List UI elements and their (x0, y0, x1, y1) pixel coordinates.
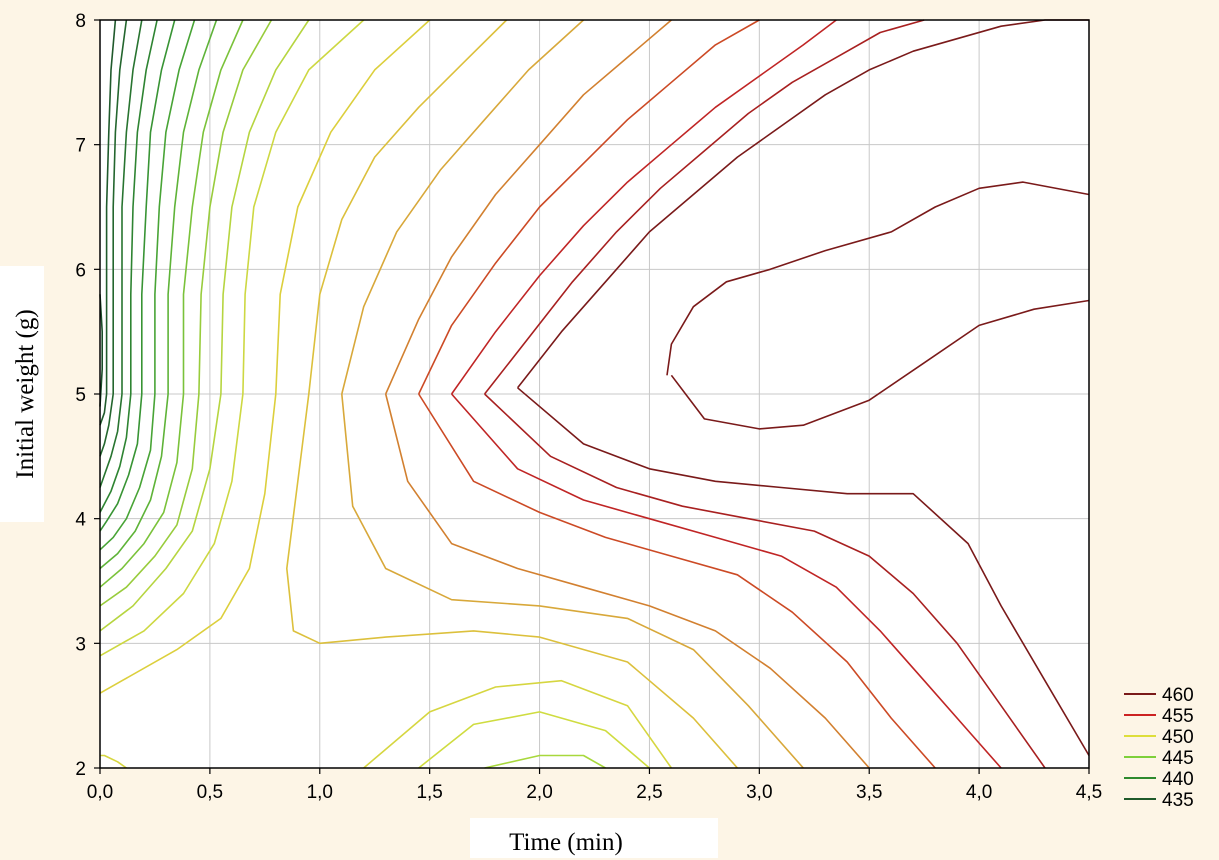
x-axis-label: Time (min) (509, 829, 623, 856)
contour-line (99, 393, 277, 694)
contour-line (99, 393, 200, 607)
x-tick-label: 0,0 (87, 782, 113, 803)
contour-line (483, 19, 925, 395)
legend-label: 445 (1162, 748, 1194, 769)
contour-line (451, 393, 1002, 769)
y-tick-label: 3 (75, 634, 86, 655)
contour-line (167, 19, 218, 394)
x-tick-label: 2,5 (636, 782, 662, 803)
x-tick-label: 4,5 (1076, 782, 1102, 803)
contour-line (417, 19, 760, 395)
contour-line (99, 393, 244, 657)
contour-line (384, 19, 672, 395)
y-tick-label: 8 (75, 11, 86, 32)
contour-line (198, 19, 273, 395)
contour-line (99, 393, 143, 532)
x-tick-label: 3,5 (856, 782, 882, 803)
contour-line (484, 393, 1046, 769)
contour-line (130, 19, 158, 394)
contour-line (285, 393, 739, 769)
x-tick-label: 0,5 (197, 782, 223, 803)
y-axis-label-background (0, 266, 44, 522)
x-tick-label: 2,0 (526, 782, 552, 803)
contour-line (275, 19, 431, 395)
legend-label: 435 (1162, 790, 1194, 811)
contour-line (418, 393, 936, 769)
contour-line (99, 393, 123, 488)
contour-line (182, 19, 244, 394)
y-tick-label: 4 (75, 510, 86, 531)
y-tick-label: 2 (75, 759, 86, 780)
contour-line (100, 754, 127, 769)
y-tick-label: 5 (75, 385, 86, 406)
x-axis-label-background (470, 818, 718, 858)
contour-line (670, 299, 1090, 430)
x-tick-label: 3,0 (746, 782, 772, 803)
contour-line (341, 19, 585, 395)
grid (99, 19, 1090, 769)
x-tick-label: 1,0 (307, 782, 333, 803)
contour-line (242, 19, 365, 395)
contour-line (484, 754, 606, 769)
contour-line (363, 679, 673, 769)
contour-line (99, 393, 114, 457)
contour-line (154, 19, 196, 394)
legend-label: 455 (1162, 706, 1194, 727)
contour-line (666, 181, 1090, 376)
y-axis-ticks: 2 3 4 5 6 7 8 (75, 11, 100, 780)
contour-line (450, 19, 837, 395)
x-tick-label: 4,0 (966, 782, 992, 803)
contour-line (99, 393, 156, 551)
contour-line (220, 19, 310, 395)
contour-line (105, 19, 117, 394)
contour-line (99, 393, 169, 570)
contour-line (341, 393, 804, 769)
contour-line (112, 19, 128, 394)
contour-line (99, 393, 185, 588)
y-axis-label: Initial weight (g) (12, 309, 39, 478)
contour-line (99, 393, 132, 513)
legend-label: 460 (1162, 685, 1194, 706)
contour-line (308, 19, 508, 395)
x-tick-label: 1,5 (416, 782, 442, 803)
contour-line (141, 19, 176, 394)
contour-lines (99, 19, 1090, 769)
legend-label: 450 (1162, 727, 1194, 748)
y-tick-label: 6 (75, 260, 86, 281)
contour-line (99, 393, 108, 426)
legend-label: 440 (1162, 769, 1194, 790)
contour-line (99, 393, 222, 632)
x-axis-ticks: 0,0 0,5 1,0 1,5 2,0 2,5 3,0 3,5 4,0 4,5 (87, 768, 1102, 803)
y-tick-label: 7 (75, 136, 86, 157)
contour-line (99, 294, 103, 407)
contour-line (516, 19, 1089, 389)
contour-line (384, 393, 870, 769)
contour-line (517, 387, 1090, 756)
contour-line (418, 711, 650, 769)
contour-line (121, 19, 143, 394)
